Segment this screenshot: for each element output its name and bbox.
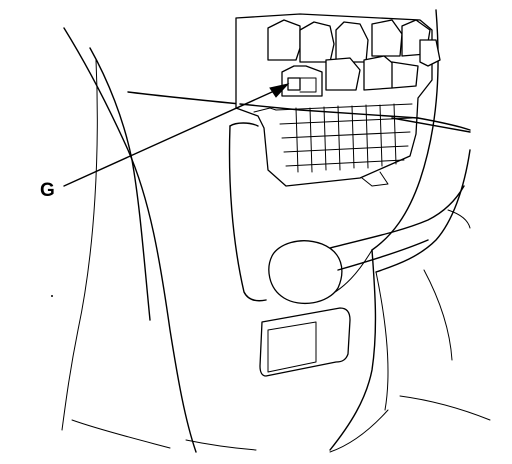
lower-pocket	[259, 307, 351, 377]
speck	[51, 295, 53, 297]
dashboard-edge	[127, 91, 471, 131]
callout-g: G	[40, 83, 290, 201]
leader-lines-right	[239, 103, 471, 133]
fuse-grid	[275, 103, 413, 173]
callout-g-label: G	[40, 180, 55, 201]
fuse-box	[235, 13, 441, 187]
pillar-trim	[61, 27, 257, 453]
hood-release-lever	[268, 185, 465, 305]
